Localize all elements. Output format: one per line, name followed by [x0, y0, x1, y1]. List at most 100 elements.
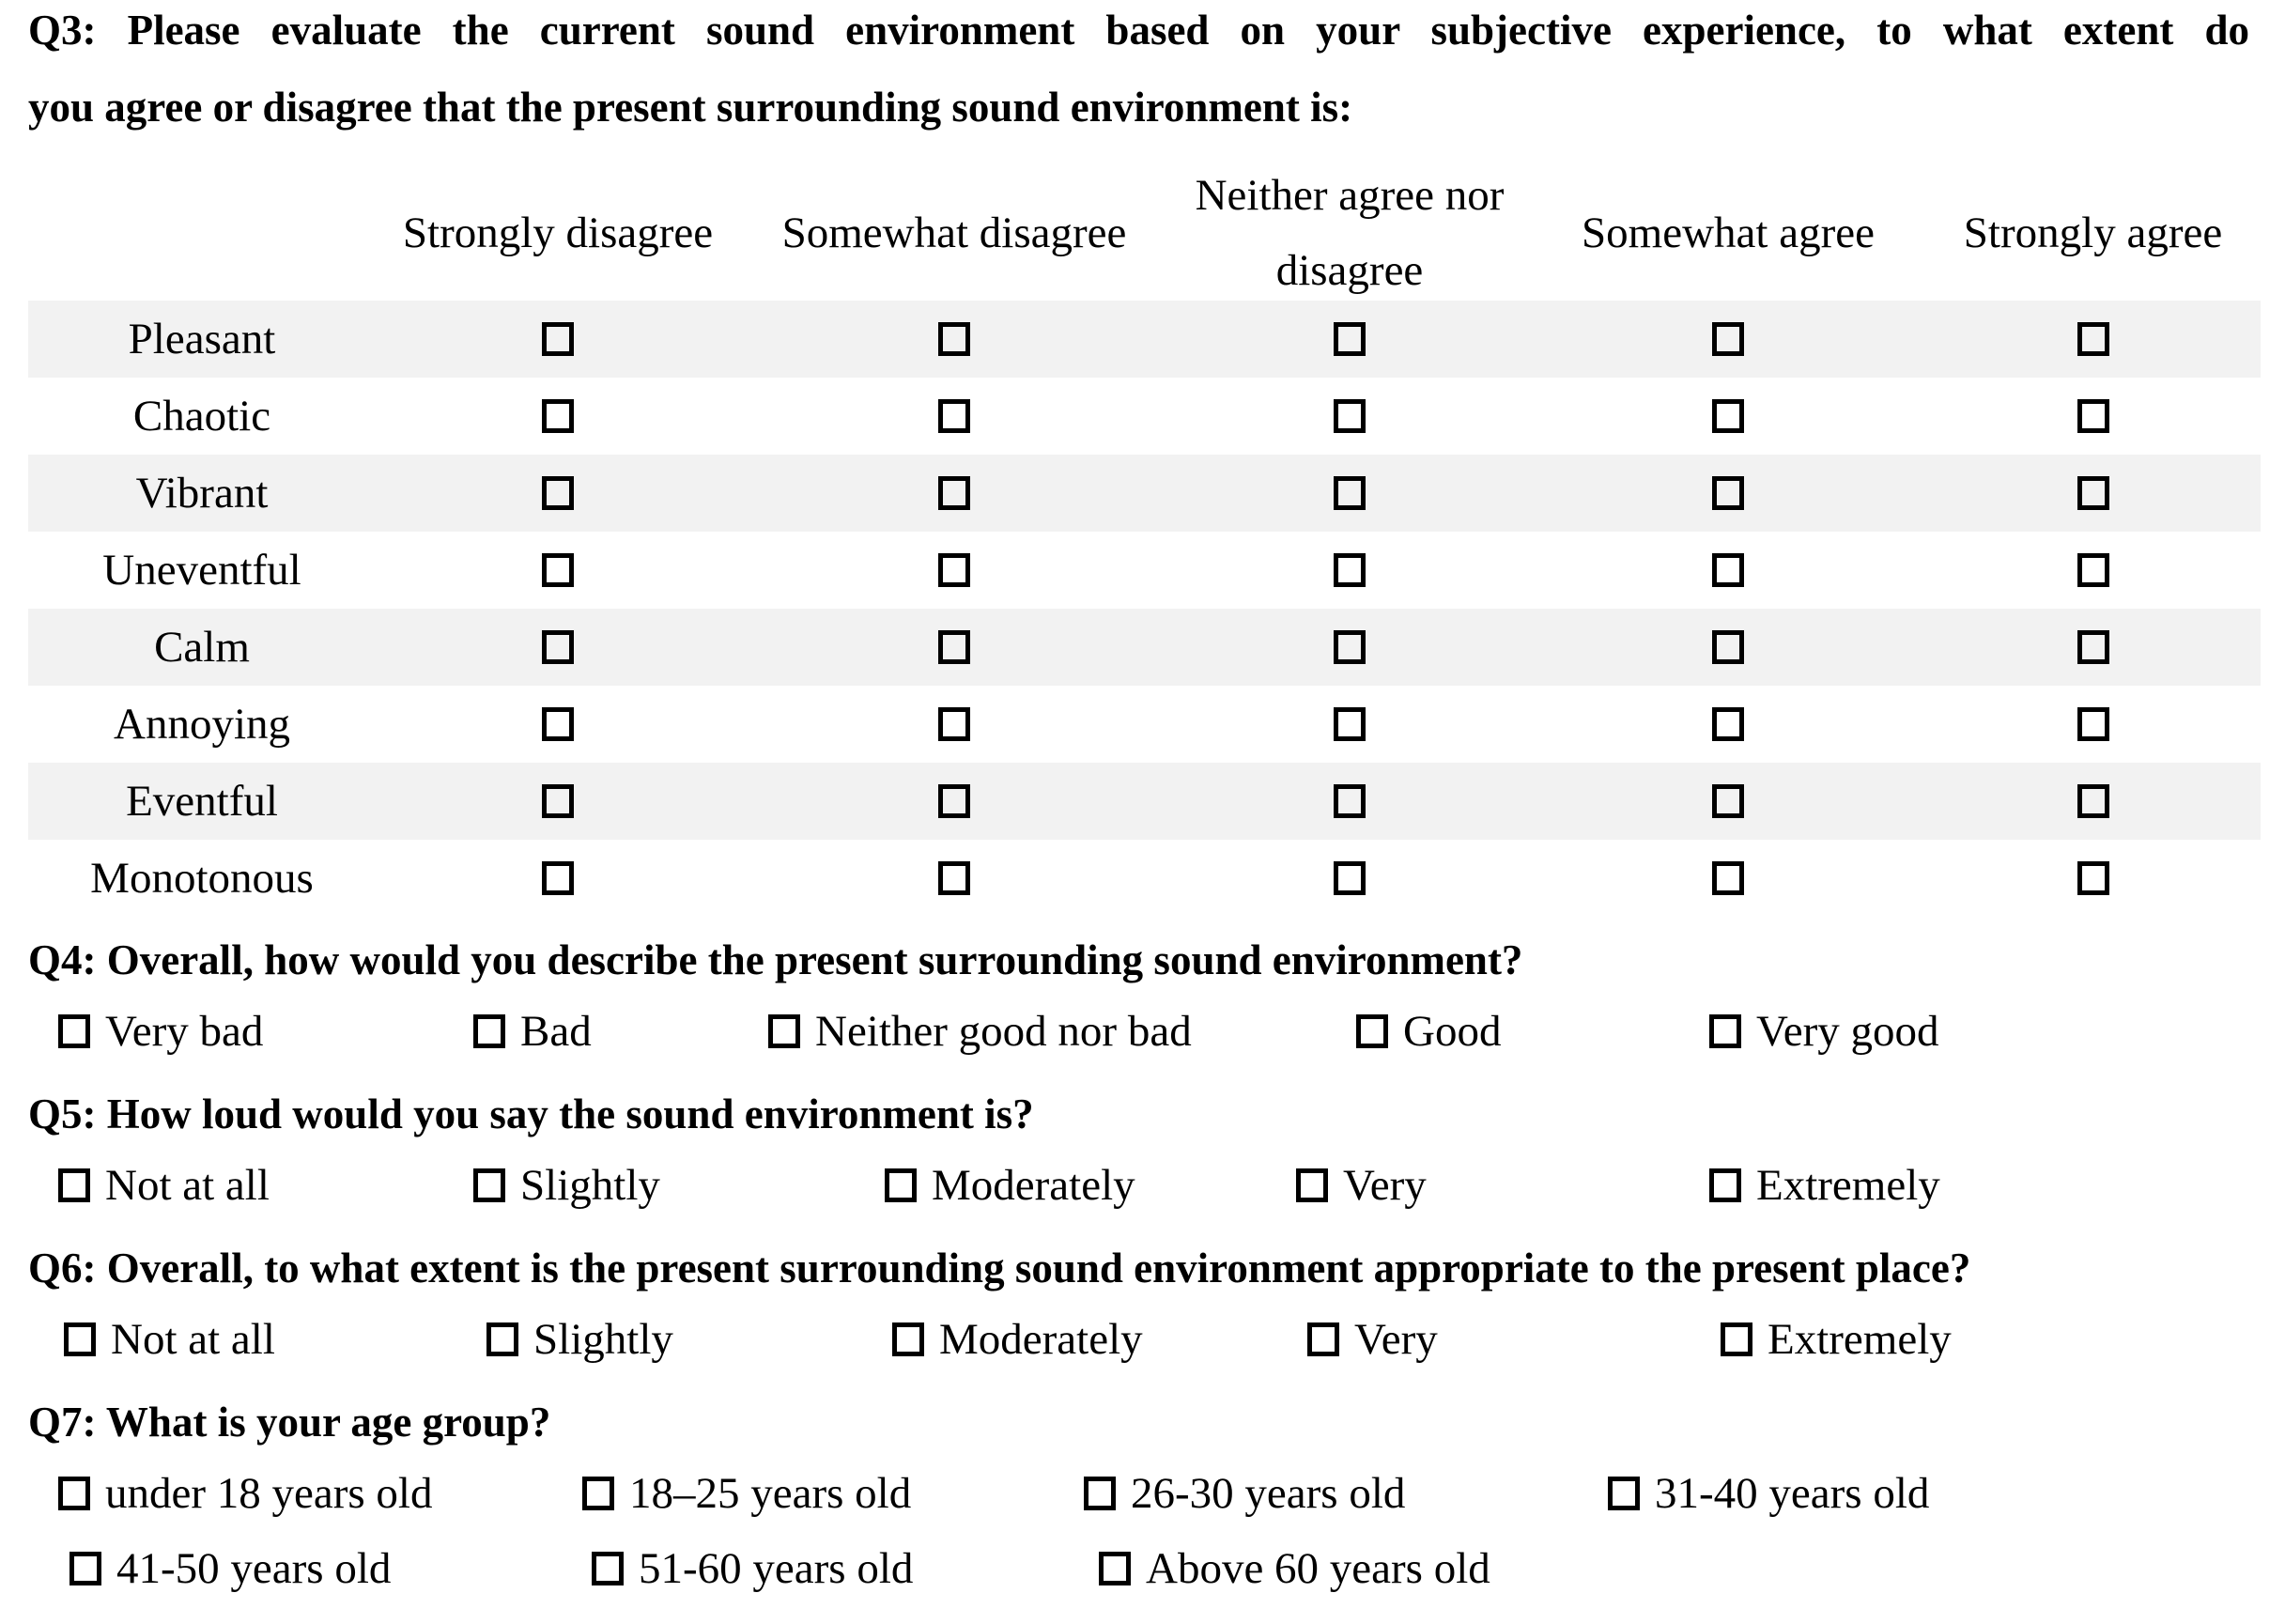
q3-checkbox-vibrant-somewhat-disagree[interactable]	[938, 476, 970, 510]
q3-checkbox-vibrant-strongly-disagree[interactable]	[542, 476, 574, 510]
q3-checkbox-monotonous-strongly-agree[interactable]	[2077, 861, 2109, 895]
q3-checkbox-calm-strongly-agree[interactable]	[2077, 630, 2109, 664]
q7-checkbox-26-30[interactable]	[1084, 1477, 1116, 1510]
q3-row-chaotic: Chaotic	[28, 378, 2261, 455]
q7-option-26-30: 26-30 years old	[1084, 1469, 1406, 1518]
q6-checkbox-extremely[interactable]	[1721, 1322, 1752, 1356]
q3-checkbox-annoying-somewhat-agree[interactable]	[1712, 707, 1744, 741]
q3-checkbox-pleasant-neither[interactable]	[1334, 322, 1366, 356]
option-label: Very bad	[105, 1007, 264, 1056]
q5-checkbox-extremely[interactable]	[1709, 1168, 1741, 1202]
q3-checkbox-uneventful-somewhat-disagree[interactable]	[938, 553, 970, 587]
q4-checkbox-bad[interactable]	[473, 1014, 505, 1048]
q3-checkbox-uneventful-strongly-agree[interactable]	[2077, 553, 2109, 587]
q3-checkbox-calm-strongly-disagree[interactable]	[542, 630, 574, 664]
q3-row-label: Chaotic	[132, 392, 271, 441]
q5-checkbox-not-at-all[interactable]	[58, 1168, 90, 1202]
q6-checkbox-very[interactable]	[1307, 1322, 1339, 1356]
q3-matrix: Pleasant Chaotic Vibrant Uneventful	[28, 301, 2261, 917]
q3-checkbox-calm-somewhat-disagree[interactable]	[938, 630, 970, 664]
q3-checkbox-eventful-somewhat-disagree[interactable]	[938, 784, 970, 818]
q3-checkbox-annoying-strongly-disagree[interactable]	[542, 707, 574, 741]
q5-checkbox-very[interactable]	[1296, 1168, 1328, 1202]
q3-checkbox-chaotic-strongly-disagree[interactable]	[542, 399, 574, 433]
q3-checkbox-annoying-strongly-agree[interactable]	[2077, 707, 2109, 741]
q6-checkbox-slightly[interactable]	[486, 1322, 518, 1356]
q3-checkbox-uneventful-somewhat-agree[interactable]	[1712, 553, 1744, 587]
q3-checkbox-calm-neither[interactable]	[1334, 630, 1366, 664]
q3-row-label: Monotonous	[90, 854, 314, 903]
q3-checkbox-chaotic-somewhat-agree[interactable]	[1712, 399, 1744, 433]
q3-checkbox-pleasant-somewhat-agree[interactable]	[1712, 322, 1744, 356]
q3-col-header-strongly-disagree: Strongly disagree	[402, 209, 714, 257]
q3-checkbox-vibrant-strongly-agree[interactable]	[2077, 476, 2109, 510]
q3-checkbox-eventful-somewhat-agree[interactable]	[1712, 784, 1744, 818]
q3-checkbox-pleasant-strongly-disagree[interactable]	[542, 322, 574, 356]
option-label: Good	[1403, 1007, 1502, 1056]
q3-checkbox-chaotic-neither[interactable]	[1334, 399, 1366, 433]
option-label: 26-30 years old	[1131, 1469, 1406, 1518]
q3-checkbox-monotonous-somewhat-agree[interactable]	[1712, 861, 1744, 895]
q3-checkbox-uneventful-strongly-disagree[interactable]	[542, 553, 574, 587]
q7-option-41-50: 41-50 years old	[69, 1547, 391, 1591]
q3-checkbox-chaotic-somewhat-disagree[interactable]	[938, 399, 970, 433]
q3-checkbox-vibrant-somewhat-agree[interactable]	[1712, 476, 1744, 510]
q7-checkbox-above-60[interactable]	[1099, 1552, 1131, 1585]
q3-checkbox-monotonous-somewhat-disagree[interactable]	[938, 861, 970, 895]
q3-matrix-header: Strongly disagree Somewhat disagree Neit…	[28, 158, 2261, 301]
q7-option-under-18: under 18 years old	[58, 1472, 432, 1516]
option-label: Very	[1354, 1315, 1438, 1364]
q3-checkbox-chaotic-strongly-agree[interactable]	[2077, 399, 2109, 433]
q3-checkbox-monotonous-strongly-disagree[interactable]	[542, 861, 574, 895]
q6-checkbox-not-at-all[interactable]	[64, 1322, 96, 1356]
q4-checkbox-very-bad[interactable]	[58, 1014, 90, 1048]
q7-option-51-60: 51-60 years old	[592, 1544, 914, 1593]
q3-checkbox-calm-somewhat-agree[interactable]	[1712, 630, 1744, 664]
q3-checkbox-pleasant-somewhat-disagree[interactable]	[938, 322, 970, 356]
q3-checkbox-annoying-neither[interactable]	[1334, 707, 1366, 741]
q3-checkbox-monotonous-neither[interactable]	[1334, 861, 1366, 895]
q7-checkbox-51-60[interactable]	[592, 1552, 624, 1585]
q7-checkbox-31-40[interactable]	[1608, 1477, 1640, 1510]
option-label: 51-60 years old	[639, 1544, 914, 1593]
q3-row-label: Vibrant	[135, 469, 269, 518]
q3-checkbox-eventful-strongly-agree[interactable]	[2077, 784, 2109, 818]
option-label: Bad	[520, 1007, 592, 1056]
option-label: Extremely	[1768, 1315, 1952, 1364]
q3-checkbox-eventful-neither[interactable]	[1334, 784, 1366, 818]
q7-title: Q7: What is your age group?	[28, 1399, 551, 1446]
q3-col-header-somewhat-disagree: Somewhat disagree	[781, 209, 1127, 257]
q3-row-uneventful: Uneventful	[28, 532, 2261, 609]
q3-row-eventful: Eventful	[28, 763, 2261, 840]
option-label: Very	[1343, 1161, 1427, 1210]
q6-option-very: Very	[1307, 1315, 1438, 1364]
q4-checkbox-neither-good-nor-bad[interactable]	[768, 1014, 800, 1048]
option-label: Slightly	[533, 1315, 673, 1364]
q3-row-label: Calm	[154, 623, 250, 672]
q7-checkbox-41-50[interactable]	[69, 1552, 101, 1585]
q6-option-not-at-all: Not at all	[64, 1315, 275, 1364]
q3-checkbox-eventful-strongly-disagree[interactable]	[542, 784, 574, 818]
q3-checkbox-vibrant-neither[interactable]	[1334, 476, 1366, 510]
option-label: Above 60 years old	[1146, 1544, 1490, 1593]
option-label: Very good	[1756, 1007, 1939, 1056]
q3-col-header-strongly-agree: Strongly agree	[1963, 209, 2223, 257]
q3-checkbox-pleasant-strongly-agree[interactable]	[2077, 322, 2109, 356]
q4-option-neither-good-nor-bad: Neither good nor bad	[768, 1010, 1192, 1054]
option-label: Moderately	[939, 1315, 1143, 1364]
option-label: Not at all	[111, 1315, 275, 1364]
q6-checkbox-moderately[interactable]	[892, 1322, 924, 1356]
q3-row-label: Pleasant	[128, 315, 276, 363]
q6-option-extremely: Extremely	[1721, 1315, 1952, 1364]
q5-checkbox-slightly[interactable]	[473, 1168, 505, 1202]
q4-checkbox-very-good[interactable]	[1709, 1014, 1741, 1048]
q3-checkbox-uneventful-neither[interactable]	[1334, 553, 1366, 587]
q7-checkbox-under-18[interactable]	[58, 1477, 90, 1510]
q5-checkbox-moderately[interactable]	[885, 1168, 917, 1202]
q3-col-header-somewhat-agree: Somewhat agree	[1582, 209, 1875, 257]
q3-checkbox-annoying-somewhat-disagree[interactable]	[938, 707, 970, 741]
q7-option-18-25: 18–25 years old	[582, 1472, 911, 1516]
q4-checkbox-good[interactable]	[1356, 1014, 1388, 1048]
q7-checkbox-18-25[interactable]	[582, 1477, 614, 1510]
